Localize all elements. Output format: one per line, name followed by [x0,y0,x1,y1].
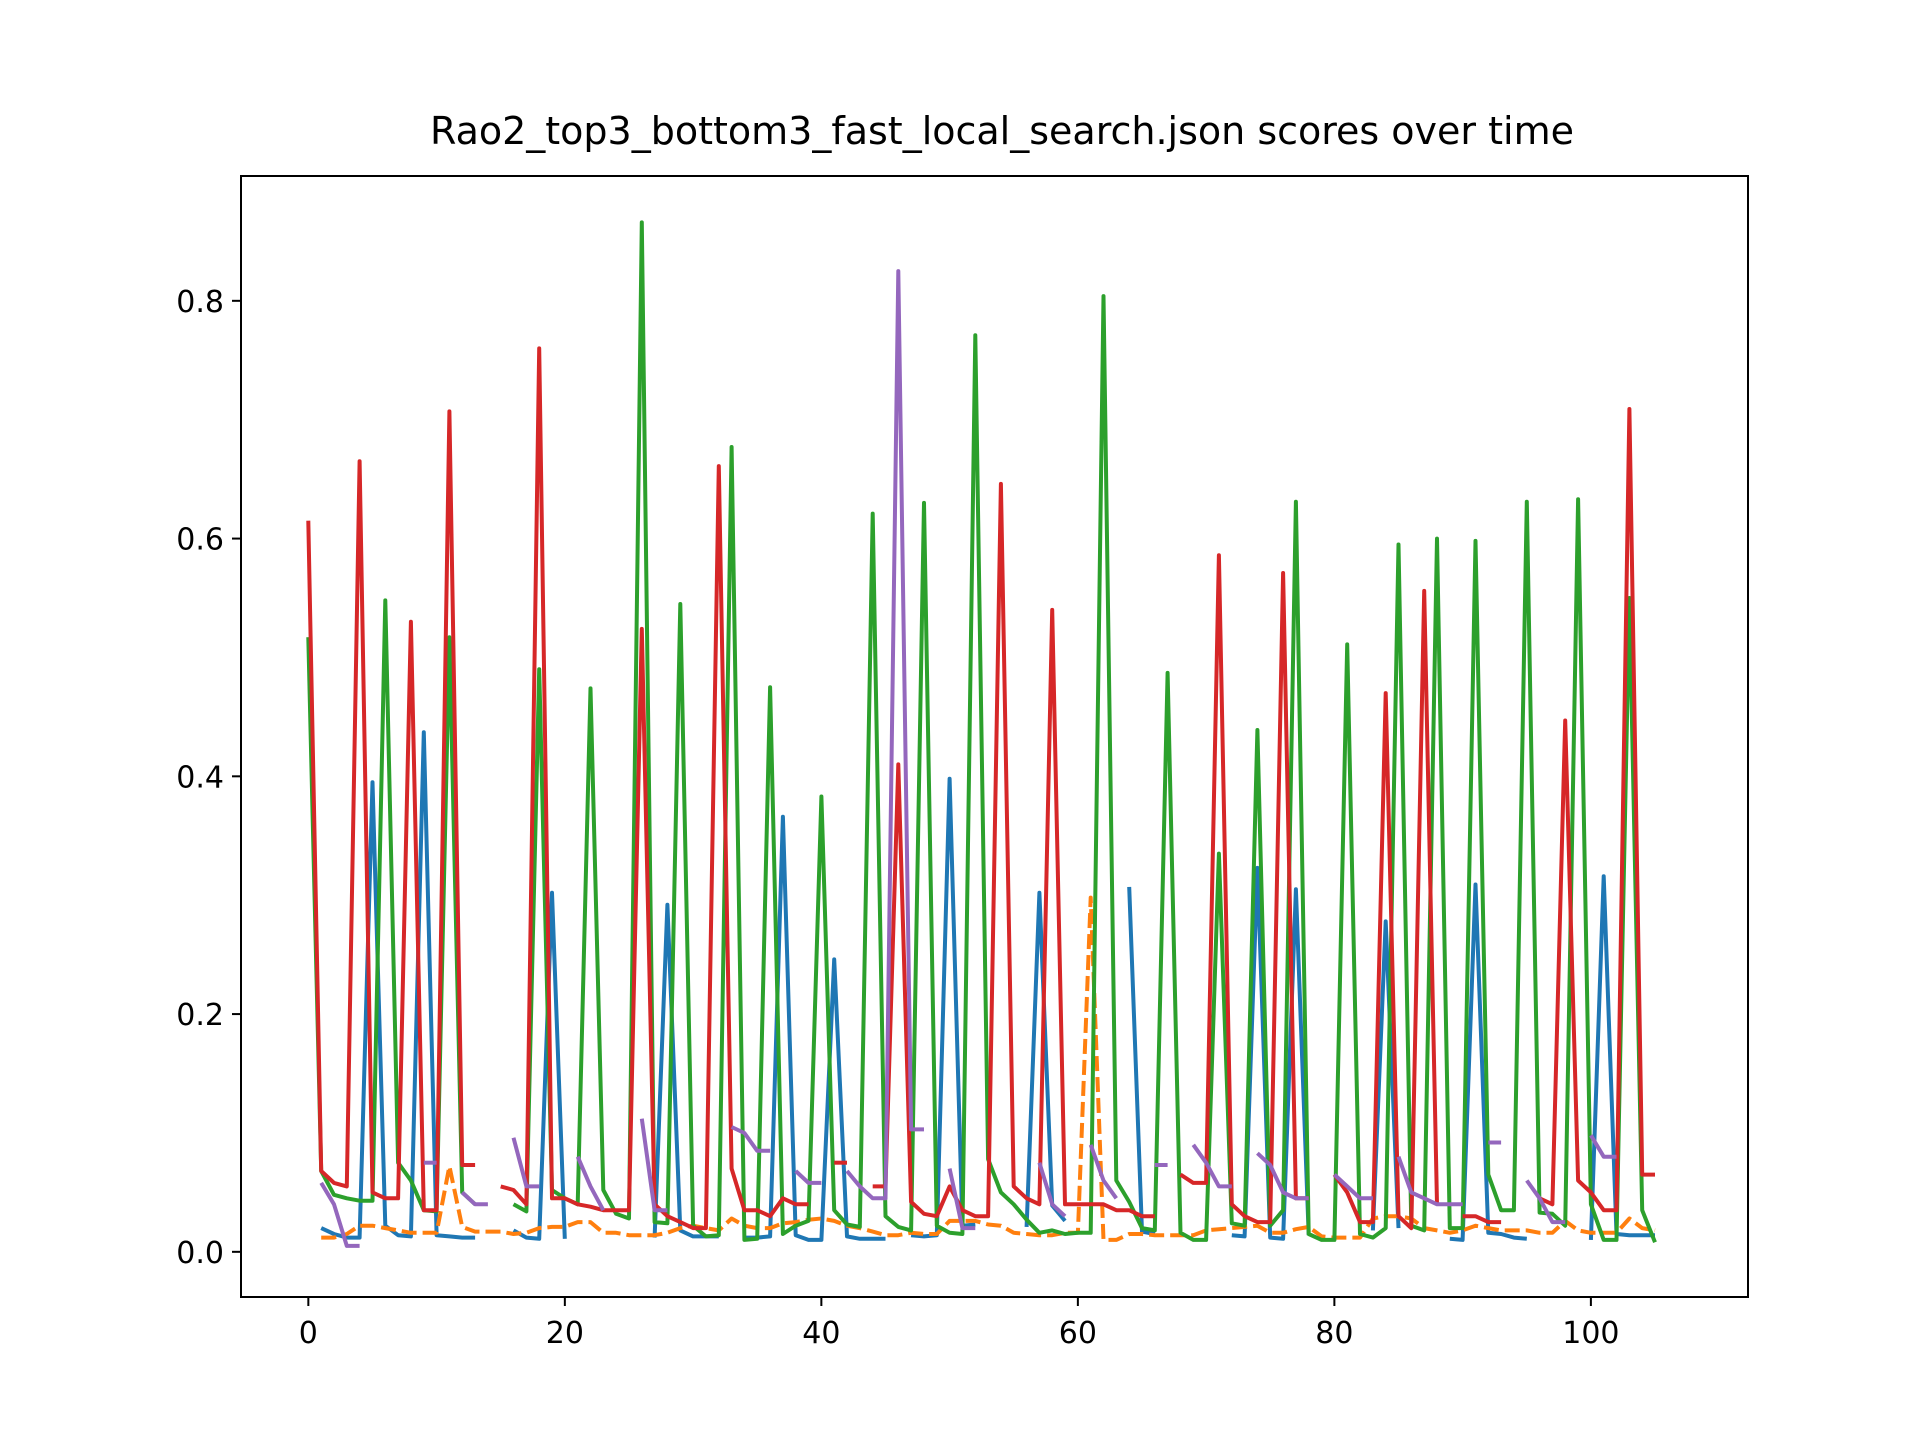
series-5-line-segment [575,1155,606,1212]
series-4-line-segment [306,409,476,1213]
series-5-line-segment [511,1137,540,1189]
series-1-line-segment [512,890,567,1241]
series-1-line-segment [1231,865,1311,1241]
series-3-line-segment [512,220,1657,1244]
series-5-line-segment [319,1181,360,1248]
y-tick-label: 0.0 [176,1236,224,1271]
series-1-line-segment [1588,874,1655,1240]
series-1-line-segment [1024,890,1067,1227]
series-3-line-segment [306,598,477,1214]
series-4-line-segment [1179,553,1309,1225]
series-5-line-segment [460,1190,488,1207]
series-layer [306,220,1657,1248]
series-5-line-segment [1088,1144,1118,1200]
series-5-line-segment [1525,1179,1566,1225]
series-5-line-segment [1396,1156,1463,1207]
y-tick-label: 0.6 [176,523,224,558]
series-1-line-segment [910,776,976,1239]
y-tick-label: 0.4 [176,760,224,795]
series-5-line-segment [639,1118,668,1213]
x-tick-label: 40 [802,1316,840,1351]
series-5-line-segment [1333,1173,1373,1201]
series-2-line-segment [321,895,1656,1242]
series-5-line-segment [845,269,924,1201]
series-5-line-segment [947,1168,976,1231]
series-5-line-segment [730,1125,771,1153]
series-5-line-segment [1191,1143,1232,1189]
series-4-line-segment [872,481,1155,1219]
series-5-line-segment [1256,1151,1309,1201]
series-5-line-segment [1037,1162,1067,1218]
series-4-line-segment [1462,1214,1502,1225]
chart-title: Rao2_top3_bottom3_fast_local_search.json… [430,109,1574,153]
x-tick-label: 80 [1315,1316,1353,1351]
series-4-line-segment [1332,588,1439,1231]
x-tick-label: 100 [1562,1316,1619,1351]
series-4-line-segment [1538,407,1655,1213]
series-5-line-segment [1589,1134,1617,1159]
y-tick-label: 0.8 [176,285,224,320]
y-tick-label: 0.2 [176,998,224,1033]
plot-frame [240,175,1749,1298]
series-1-line-segment [320,730,476,1240]
x-tick-label: 60 [1059,1316,1097,1351]
series-1-line-segment [1449,882,1527,1242]
y-axis-ticks: 0.0 0.2 0.4 0.6 0.8 [176,285,241,1271]
x-tick-label: 0 [299,1316,318,1351]
x-axis-ticks: 0 20 40 60 80 100 [299,1297,1620,1351]
x-tick-label: 20 [546,1316,584,1351]
series-1-line-segment [744,814,886,1242]
series-5-line-segment [794,1169,822,1185]
